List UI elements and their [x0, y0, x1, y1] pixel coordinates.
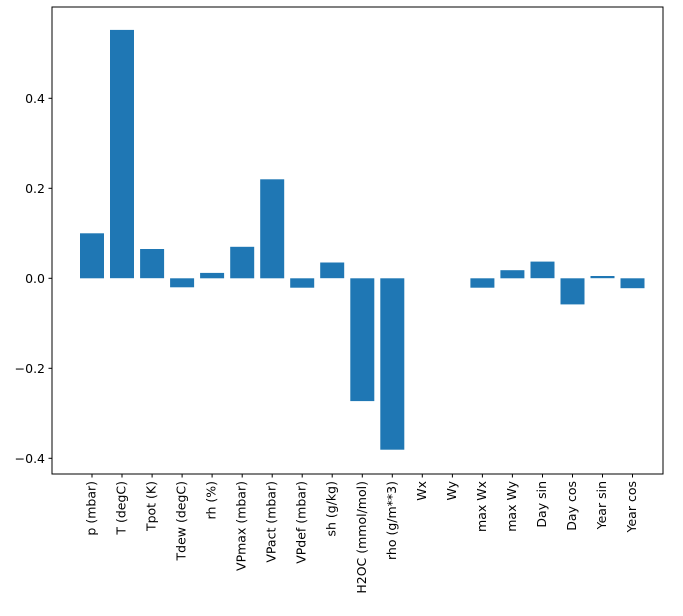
y-tick-label: 0.4	[25, 91, 45, 106]
x-tick-label: H2OC (mmol/mol)	[354, 481, 369, 594]
x-tick-label: Wy	[444, 480, 459, 500]
bar	[530, 261, 555, 279]
x-tick-label: Day sin	[534, 481, 549, 528]
x-tick-label: Tdew (degC)	[174, 481, 189, 562]
x-tick-label: p (mbar)	[84, 481, 99, 536]
bar	[560, 278, 585, 305]
y-tick-label: −0.4	[15, 451, 45, 466]
x-tick-label: rho (g/m**3)	[384, 481, 399, 560]
x-tick-label: max Wx	[474, 481, 489, 532]
bar	[320, 262, 345, 279]
x-tick-label: Year cos	[624, 481, 639, 533]
bar	[470, 278, 495, 288]
plot-border	[51, 6, 664, 475]
x-tick-label: sh (g/kg)	[324, 481, 339, 536]
x-tick-label: Tpot (K)	[144, 481, 159, 532]
bar	[140, 249, 165, 279]
bar	[620, 278, 645, 289]
bar	[200, 272, 225, 279]
bar	[350, 278, 375, 402]
y-tick-label: 0.2	[25, 181, 45, 196]
bar	[80, 233, 104, 279]
bar	[380, 278, 405, 450]
x-tick-label: T (degC)	[114, 481, 129, 536]
x-tick-label: max Wy	[504, 480, 519, 531]
x-tick-label: rh (%)	[204, 481, 219, 519]
x-tick-label: VPdef (mbar)	[294, 481, 309, 564]
bar	[170, 278, 195, 288]
bar	[110, 29, 134, 279]
x-tick-label: VPact (mbar)	[264, 481, 279, 563]
x-tick-label: Year sin	[594, 481, 609, 530]
x-tick-label: Day cos	[564, 481, 579, 531]
x-tick-label: Wx	[414, 481, 429, 501]
x-tick-label: VPmax (mbar)	[234, 481, 249, 571]
bar	[590, 276, 615, 279]
bar	[290, 278, 315, 288]
y-tick-label: −0.2	[15, 361, 45, 376]
bar	[500, 270, 525, 279]
bar	[260, 179, 285, 279]
y-tick-label: 0.0	[25, 271, 45, 286]
bar	[230, 246, 255, 279]
